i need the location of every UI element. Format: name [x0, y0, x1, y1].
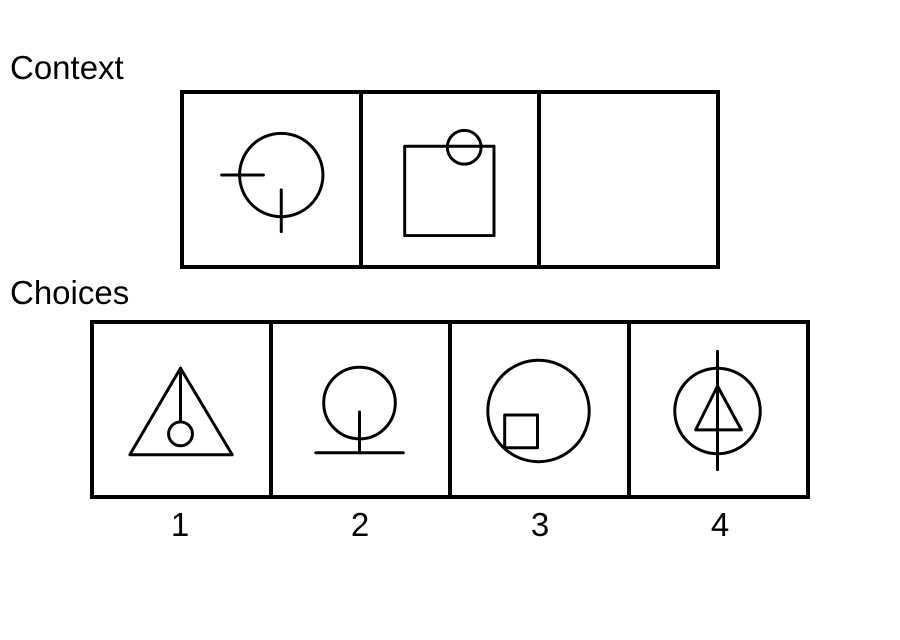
context-panel-2 — [363, 94, 542, 265]
choices-row — [90, 320, 810, 499]
empty-figure — [541, 94, 716, 265]
circle-with-ticks-figure — [220, 131, 325, 234]
choice-number-2: 2 — [350, 506, 370, 543]
choice-panel-4[interactable] — [631, 324, 806, 495]
small-circle-shape — [167, 420, 194, 448]
choice-number-1: 1 — [170, 506, 190, 543]
triangle-with-pendulum-figure — [128, 366, 234, 457]
triangle-shape — [128, 366, 234, 457]
choice-panel-3[interactable] — [452, 324, 631, 495]
context-row — [180, 90, 720, 269]
context-panel-3-empty — [541, 94, 716, 265]
choices-label: Choices — [10, 274, 130, 311]
choice-numbers: 1 2 3 4 — [90, 508, 810, 541]
choice-number-4: 4 — [710, 506, 730, 543]
small-square-shape — [503, 413, 540, 450]
small-circle-shape — [445, 128, 483, 166]
choice-panel-2[interactable] — [273, 324, 452, 495]
square-shape — [402, 144, 496, 238]
choice-panel-1[interactable] — [94, 324, 273, 495]
circle-shape — [486, 358, 591, 464]
circle-with-triangle-figure — [673, 349, 762, 472]
circle-on-stand-figure — [314, 365, 405, 455]
square-with-circle-figure — [402, 128, 496, 238]
context-panel-1 — [184, 94, 363, 265]
circle-with-square-figure — [486, 358, 591, 464]
choice-number-3: 3 — [530, 506, 550, 543]
context-label: Context — [10, 49, 124, 86]
